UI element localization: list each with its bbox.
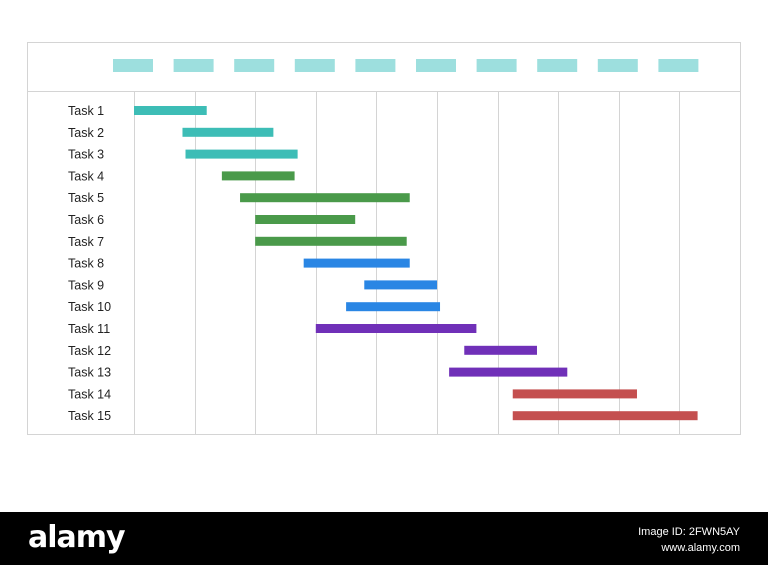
header-period-marker <box>173 59 214 72</box>
task-label: Task 12 <box>68 344 111 358</box>
task-bar <box>364 280 437 290</box>
gantt-chart: Task 1 Task 2 Task 3 Task 4 Task 5 Task 6 Task… <box>27 42 741 435</box>
task-bar <box>315 324 477 333</box>
header-period-marker <box>658 59 699 72</box>
task-label: Task 4 <box>68 169 104 183</box>
watermark-banner: alamy Image ID: 2FWN5AY www.alamy.com <box>0 512 768 565</box>
task-label: Task 9 <box>68 278 104 292</box>
task-bar <box>464 345 537 355</box>
task-label: Task 7 <box>68 235 104 249</box>
header-period-marker <box>355 59 396 72</box>
task-label: Task 14 <box>68 387 111 401</box>
header-period-marker <box>113 59 153 72</box>
header-period-marker <box>597 59 638 72</box>
task-label: Task 11 <box>68 322 110 336</box>
image-id: Image ID: 2FWN5AY <box>638 526 740 538</box>
task-bar <box>134 106 207 115</box>
task-label: Task 1 <box>68 104 104 118</box>
header-period-marker <box>537 59 578 72</box>
task-bar <box>240 193 410 203</box>
task-label: Task 8 <box>68 257 104 271</box>
task-label: Task 3 <box>68 148 104 162</box>
task-label: Task 15 <box>68 409 111 423</box>
task-bar <box>346 302 441 312</box>
alamy-logo: alamy <box>28 520 126 555</box>
site-url: www.alamy.com <box>661 542 740 554</box>
task-label: Task 13 <box>68 366 111 380</box>
task-bar <box>303 258 410 268</box>
task-label: Task 6 <box>68 213 104 227</box>
task-bar <box>182 127 274 137</box>
header-period-marker <box>476 59 517 72</box>
task-bar <box>185 149 298 159</box>
task-bar <box>512 389 637 399</box>
header-period-marker <box>416 59 456 72</box>
task-bar <box>255 215 356 224</box>
task-label: Task 5 <box>68 191 104 205</box>
task-bar <box>255 236 407 246</box>
task-bar <box>512 411 698 421</box>
task-bar <box>221 171 295 181</box>
task-label: Task 2 <box>68 126 104 140</box>
header-period-marker <box>234 59 275 72</box>
task-bar <box>449 367 568 377</box>
task-label: Task 10 <box>68 300 111 314</box>
header-period-marker <box>294 59 335 72</box>
